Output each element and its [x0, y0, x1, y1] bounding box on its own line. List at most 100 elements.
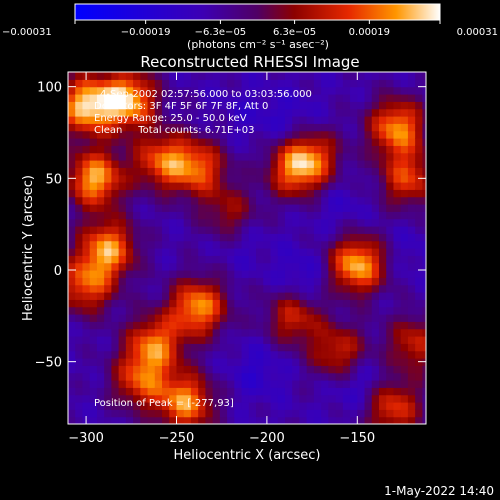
heatmap-cell [75, 218, 84, 227]
heatmap-cell [328, 292, 337, 300]
heatmap-cell [407, 86, 416, 95]
heatmap-cell [256, 350, 264, 359]
heatmap-cell [371, 409, 380, 418]
heatmap-cell [270, 402, 279, 410]
heatmap-cell [227, 321, 235, 330]
heatmap-cell [205, 182, 214, 190]
heatmap-cell [415, 394, 423, 403]
heatmap-cell [111, 284, 120, 293]
heatmap-cell [111, 189, 120, 198]
heatmap-cell [284, 402, 293, 410]
heatmap-cell [147, 130, 156, 139]
heatmap-cell [212, 306, 221, 315]
heatmap-cell [125, 372, 134, 381]
heatmap-cell [284, 365, 293, 374]
heatmap-cell [96, 240, 105, 249]
heatmap-cell [190, 248, 199, 256]
heatmap-cell [284, 226, 293, 234]
heatmap-cell [357, 226, 366, 234]
heatmap-cell [89, 204, 98, 212]
heatmap-cell [350, 328, 358, 337]
heatmap-cell [183, 240, 192, 249]
heatmap-cell [140, 145, 149, 154]
heatmap-cell [415, 277, 423, 286]
heatmap-cell [140, 262, 149, 271]
heatmap-cell [198, 248, 207, 256]
heatmap-cell [198, 86, 207, 95]
heatmap-cell [89, 79, 98, 88]
heatmap-cell [147, 416, 156, 424]
heatmap-cell [407, 174, 416, 183]
heatmap-cell [227, 130, 235, 139]
heatmap-cell [219, 79, 228, 88]
heatmap-cell [205, 240, 214, 249]
heatmap-cell [400, 123, 409, 132]
heatmap-cell [125, 365, 134, 374]
heatmap-cell [234, 94, 243, 102]
heatmap-cell [299, 196, 308, 205]
heatmap-cell [400, 86, 409, 95]
heatmap-cell [147, 233, 156, 242]
heatmap-cell [190, 226, 199, 234]
heatmap-cell [393, 94, 402, 102]
heatmap-cell [227, 277, 235, 286]
heatmap-cell [321, 365, 329, 374]
heatmap-cell [205, 277, 214, 286]
heatmap-cell [342, 270, 351, 278]
heatmap-cell [219, 372, 228, 381]
heatmap-cell [241, 138, 250, 146]
heatmap-cell [241, 299, 250, 308]
heatmap-cell [342, 204, 351, 212]
heatmap-cell [147, 211, 156, 220]
heatmap-cell [241, 314, 250, 322]
heatmap-cell [270, 262, 279, 271]
heatmap-cell [277, 123, 286, 132]
heatmap-cell [118, 101, 127, 110]
heatmap-cell [212, 174, 221, 183]
heatmap-cell [270, 248, 279, 256]
heatmap-cell [263, 365, 272, 374]
heatmap-cell [96, 79, 105, 88]
heatmap-cell [313, 108, 322, 117]
heatmap-cell [364, 130, 373, 139]
heatmap-cell [82, 196, 91, 205]
heatmap-cell [284, 123, 293, 132]
heatmap-cell [350, 130, 358, 139]
heatmap-cell [248, 284, 257, 293]
heatmap-cell [154, 328, 163, 337]
heatmap-cell [335, 270, 344, 278]
heatmap-cell [306, 314, 315, 322]
heatmap-cell [350, 358, 358, 366]
heatmap-cell [162, 277, 170, 286]
heatmap-cell [422, 123, 426, 132]
heatmap-cell [68, 277, 76, 286]
heatmap-cell [118, 358, 127, 366]
heatmap-cell [371, 123, 380, 132]
heatmap-cell [270, 321, 279, 330]
heatmap-cell [277, 189, 286, 198]
heatmap-cell [190, 174, 199, 183]
heatmap-cell [104, 226, 112, 234]
heatmap-cell [219, 328, 228, 337]
heatmap-cell [335, 262, 344, 271]
heatmap-cell [104, 211, 112, 220]
heatmap-cell [371, 314, 380, 322]
heatmap-cell [147, 277, 156, 286]
heatmap-cell [378, 86, 387, 95]
heatmap-cell [277, 255, 286, 264]
heatmap-cell [111, 277, 120, 286]
heatmap-cell [248, 255, 257, 264]
heatmap-cell [183, 299, 192, 308]
heatmap-cell [133, 72, 141, 80]
heatmap-cell [219, 204, 228, 212]
heatmap-cell [227, 72, 235, 80]
heatmap-cell [96, 218, 105, 227]
heatmap-cell [212, 255, 221, 264]
heatmap-cell [335, 380, 344, 388]
heatmap-cell [190, 123, 199, 132]
heatmap-cell [364, 314, 373, 322]
heatmap-cell [89, 123, 98, 132]
heatmap-cell [270, 86, 279, 95]
heatmap-cell [133, 394, 141, 403]
heatmap-cell [350, 336, 358, 344]
